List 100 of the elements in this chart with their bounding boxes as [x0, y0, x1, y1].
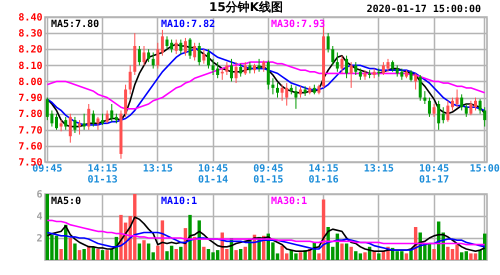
bar — [105, 250, 109, 260]
text: 2020-01-17 15:00:00 — [366, 4, 481, 15]
bar — [349, 246, 353, 260]
candlestick — [202, 48, 206, 64]
candlestick — [252, 63, 256, 74]
y-tick-label: 8.00 — [18, 76, 42, 88]
candlestick — [188, 37, 192, 60]
candlestick — [474, 97, 477, 111]
bar — [100, 250, 104, 260]
x-tick-label: 10:45 01-14 — [198, 164, 228, 186]
y-tick-label: 6 — [36, 190, 42, 200]
bar — [92, 246, 96, 260]
candlestick — [152, 52, 155, 70]
candlestick — [142, 46, 146, 66]
candlestick — [206, 48, 210, 70]
candlestick — [234, 62, 238, 84]
candlestick — [340, 55, 344, 74]
bar — [432, 249, 436, 260]
bar — [192, 236, 196, 260]
candlestick — [290, 84, 293, 95]
candlestick — [410, 70, 413, 82]
candlestick — [483, 106, 486, 128]
x-tick-label: 14:15 01-16 — [308, 164, 339, 186]
candlestick — [299, 86, 302, 98]
candlestick — [442, 106, 445, 124]
candlestick — [114, 113, 118, 124]
candlestick — [294, 86, 298, 110]
candlestick — [414, 72, 418, 90]
candlestick — [179, 39, 182, 55]
bar — [73, 244, 77, 260]
candlestick — [174, 39, 178, 55]
candlestick — [212, 58, 215, 76]
candlestick — [87, 104, 90, 130]
candlestick — [354, 62, 358, 76]
x-tick-label: 13:15 — [142, 164, 173, 174]
candlestick — [358, 68, 362, 80]
candlestick — [262, 60, 266, 72]
y-tick-label: 4 — [36, 212, 42, 222]
candlestick — [317, 84, 320, 95]
bar — [82, 249, 86, 260]
bar — [455, 244, 459, 260]
text: MA5:0 — [51, 196, 82, 207]
y-tick-label: 8.40 — [18, 12, 42, 24]
candlestick — [73, 116, 76, 134]
bar — [469, 253, 473, 260]
candlestick — [106, 110, 109, 124]
bar — [202, 246, 206, 260]
y-tick-label: 7.60 — [18, 141, 42, 152]
bar — [96, 249, 100, 260]
candlestick — [193, 42, 196, 61]
candlestick — [244, 62, 247, 76]
candlestick — [326, 32, 330, 53]
text: MA10:1 — [161, 196, 198, 207]
y-tick-label: 2 — [36, 234, 42, 244]
bar — [377, 253, 380, 260]
candlestick — [248, 62, 252, 74]
candlestick — [138, 46, 141, 66]
candlestick — [312, 84, 316, 95]
bar — [179, 246, 183, 260]
candlestick — [147, 48, 150, 63]
candlestick — [280, 84, 284, 102]
text: MA5:7.80 — [51, 19, 100, 30]
candlestick — [460, 94, 464, 111]
bar — [216, 250, 220, 260]
candlestick — [350, 62, 353, 88]
candlestick — [101, 113, 104, 126]
candlestick — [78, 120, 82, 136]
bar — [244, 246, 247, 260]
candlestick — [276, 82, 280, 98]
candlestick — [225, 62, 228, 76]
candlestick — [363, 70, 366, 80]
line-series — [46, 216, 486, 252]
candlestick — [230, 58, 233, 82]
bar — [234, 250, 238, 260]
candlestick — [304, 86, 307, 96]
candlestick — [82, 113, 86, 130]
x-tick-label: 10:45 01-17 — [418, 164, 450, 186]
bar — [68, 238, 72, 260]
x-tick-label: 13:15 — [364, 164, 394, 174]
x-tick-label: 09:45 01-15 — [253, 164, 284, 186]
bar — [238, 249, 242, 260]
candlestick — [418, 74, 422, 102]
candlestick — [92, 110, 95, 128]
candlestick — [345, 55, 348, 79]
bar — [174, 249, 178, 260]
candlestick — [423, 90, 426, 104]
candlestick — [258, 58, 261, 72]
candlestick — [437, 100, 440, 130]
candlestick — [128, 64, 132, 95]
bar — [138, 244, 142, 260]
candlestick — [220, 68, 224, 80]
text: MA10:7.82 — [161, 19, 216, 30]
candlestick — [464, 104, 468, 118]
candlestick — [432, 104, 436, 118]
chart-title: 15分钟K线图 — [209, 0, 283, 14]
candlestick — [331, 46, 334, 66]
candlestick — [396, 64, 399, 78]
candlestick — [184, 37, 187, 56]
y-tick-label: 8.30 — [18, 28, 42, 40]
text: MA30:1 — [271, 196, 308, 207]
